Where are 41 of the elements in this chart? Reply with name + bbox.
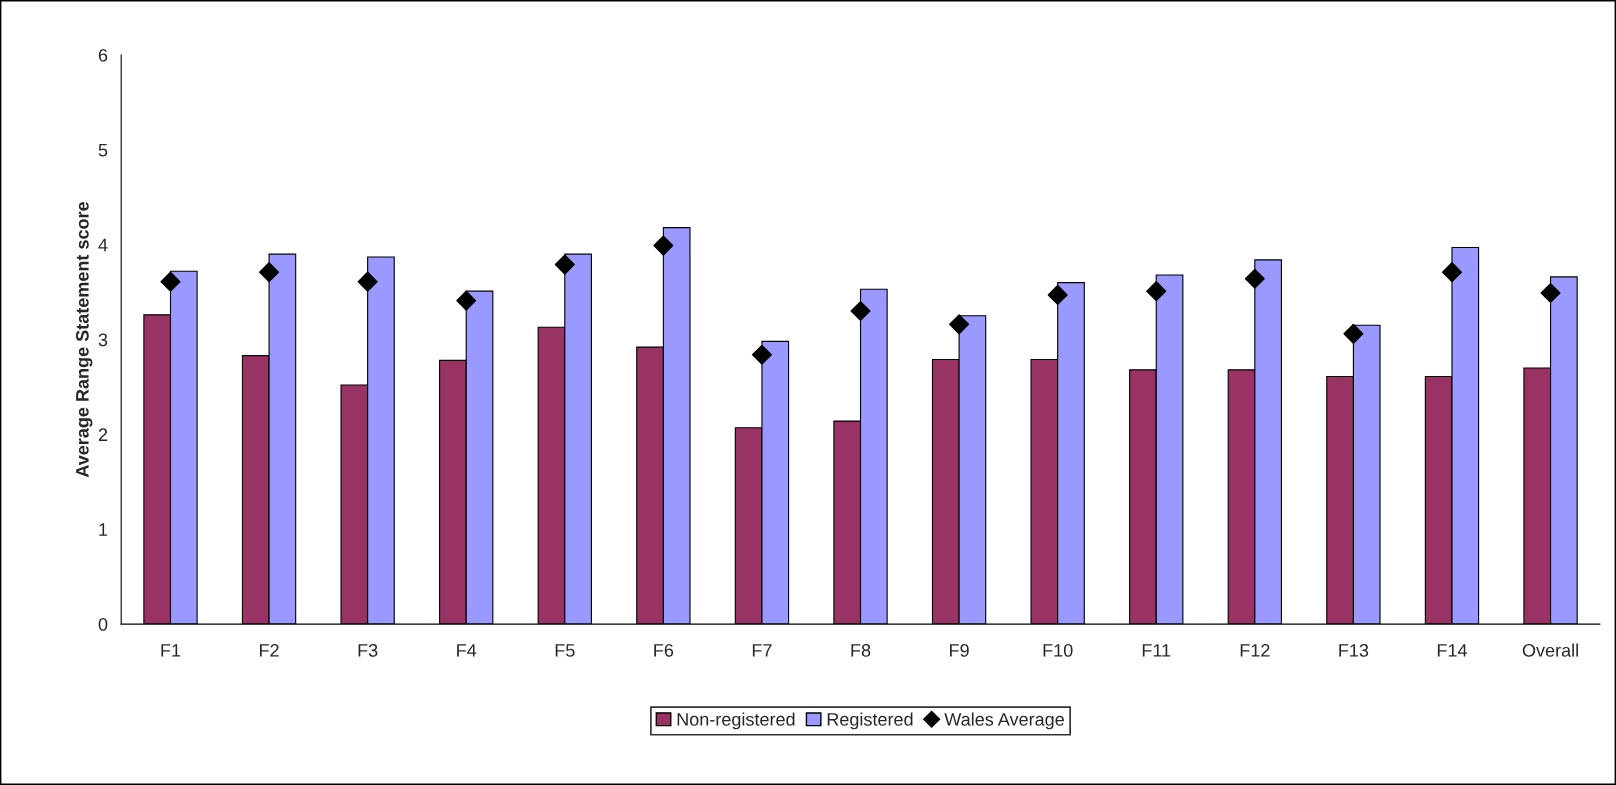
x-tick-label: F2 (260, 644, 279, 657)
point (160, 271, 181, 292)
x-tick-label: F13 (1339, 644, 1369, 657)
x-tick-label: Overall (1522, 643, 1578, 657)
x-tick-label: F9 (950, 644, 969, 657)
x-tick-label: F1 (161, 644, 181, 657)
x-tick-label: F4 (457, 644, 477, 657)
x-tick-label: F10 (1043, 644, 1073, 657)
point (850, 301, 871, 322)
y-tick-label: 6 (98, 48, 108, 62)
y-tick-label: 1 (99, 523, 108, 536)
point (554, 254, 575, 275)
y-tick-label: 3 (98, 333, 108, 347)
point (1146, 281, 1167, 302)
y-tick-label: 4 (98, 238, 108, 252)
x-tick-label: F6 (654, 644, 674, 657)
y-tick-label: 0 (98, 618, 108, 631)
point (259, 262, 280, 283)
point (653, 235, 674, 256)
point (456, 290, 477, 311)
legend-label: Registered (827, 712, 913, 730)
point (1343, 323, 1364, 344)
point (1244, 268, 1265, 289)
point (1540, 283, 1561, 304)
point (751, 344, 772, 365)
x-tick-label: F8 (851, 644, 871, 657)
y-tick-label: 5 (98, 143, 108, 157)
y-axis-title: Average Range Statement score (75, 201, 93, 478)
x-tick-label: F3 (358, 644, 378, 657)
x-tick-label: F12 (1240, 644, 1270, 657)
x-tick-label: F11 (1142, 644, 1171, 657)
point (357, 271, 378, 292)
x-tick-label: F5 (555, 644, 575, 657)
point (1441, 262, 1462, 283)
legend-label: Non-registered (677, 712, 795, 730)
x-tick-label: F7 (752, 644, 772, 657)
x-tick-label: F14 (1437, 644, 1468, 657)
point (949, 314, 970, 335)
legend-label: Wales Average (944, 712, 1064, 730)
y-tick-label: 2 (98, 428, 108, 441)
point (1047, 284, 1068, 305)
